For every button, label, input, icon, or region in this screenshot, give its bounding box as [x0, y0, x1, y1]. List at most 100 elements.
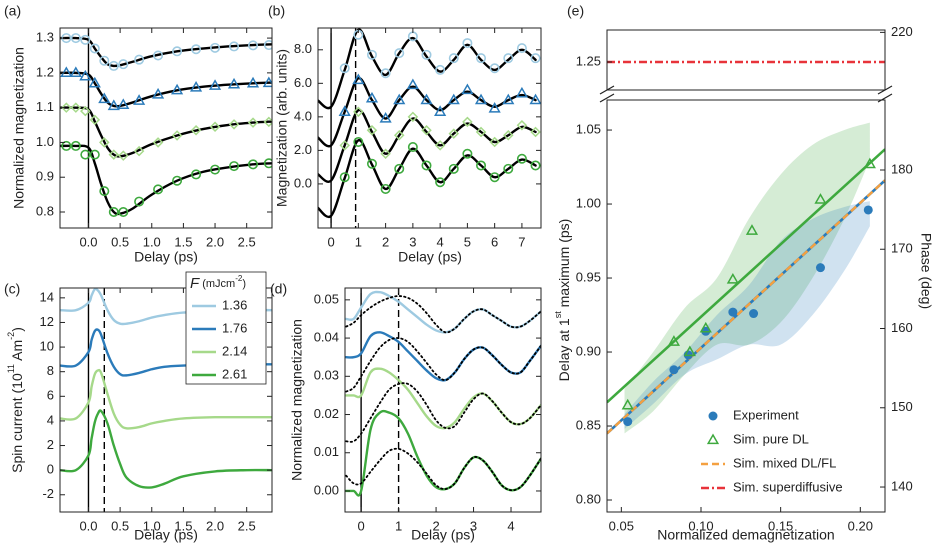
y-tick-label: 6.0 [294, 75, 312, 90]
marker [516, 119, 528, 131]
marker [421, 49, 432, 60]
y-axis-title-sup: st [553, 311, 563, 319]
marker [474, 93, 488, 105]
legend-title-unit: (mJcm [199, 278, 235, 290]
marker [210, 42, 221, 53]
plot-frame-upper [606, 29, 886, 91]
marker [623, 417, 633, 427]
x-tick-label: 0.20 [848, 518, 873, 533]
marker [380, 68, 391, 79]
marker [80, 34, 91, 45]
x-tick-label: 0.0 [79, 518, 97, 533]
y-tick-label: 8.0 [294, 41, 312, 56]
x-tick-label: 0.10 [688, 518, 713, 533]
line [345, 295, 541, 334]
marker [448, 163, 459, 174]
sim-line [607, 179, 885, 435]
marker [435, 177, 446, 188]
x-tick-label: 2.0 [206, 518, 224, 533]
marker [863, 205, 873, 215]
y-tick-label: 0 [47, 462, 54, 477]
y-tick-label: 4.0 [294, 108, 312, 123]
marker [379, 112, 392, 123]
legend-label: 2.14 [222, 343, 247, 358]
y-axis-title-part: Am [9, 340, 25, 364]
marker [448, 128, 460, 139]
x-tick-label: 1.5 [174, 518, 192, 533]
marker [191, 169, 202, 180]
y-tick-label: 12 [40, 314, 54, 329]
marker [338, 105, 351, 116]
y-tick-label: 2.0 [294, 142, 312, 157]
break-mark [599, 93, 615, 103]
marker [503, 163, 514, 174]
fit-line [607, 148, 885, 404]
marker [462, 116, 473, 128]
marker [172, 175, 183, 186]
marker [263, 40, 272, 51]
marker [153, 184, 164, 195]
x-tick-label: 0.5 [111, 234, 129, 249]
line [60, 106, 272, 158]
marker [69, 66, 82, 78]
line [60, 36, 272, 68]
line [60, 409, 272, 489]
marker [669, 365, 679, 375]
marker [461, 83, 474, 95]
marker [683, 345, 696, 357]
y-axis-title-part: maximum (ps) [556, 219, 572, 312]
line [345, 382, 541, 443]
marker [134, 54, 145, 65]
marker [134, 196, 145, 207]
y-axis-title-part: Spin current (10 [9, 373, 25, 473]
marker [434, 105, 447, 116]
marker [462, 38, 473, 49]
marker [814, 193, 827, 204]
marker [191, 44, 202, 55]
marker [339, 140, 350, 151]
marker [530, 126, 541, 138]
marker [407, 111, 419, 123]
marker [529, 93, 541, 105]
marker [728, 307, 738, 317]
x-tick-label: 4 [507, 518, 514, 533]
marker [489, 136, 500, 148]
x-tick-label: 0 [357, 518, 364, 533]
marker [530, 53, 541, 64]
x-tick-label: 0.05 [609, 518, 634, 533]
marker [88, 76, 101, 88]
marker [407, 31, 418, 42]
marker [516, 43, 527, 54]
marker [118, 59, 129, 70]
marker [80, 149, 91, 160]
line [318, 108, 537, 183]
y-tick-label: 0.9 [36, 169, 54, 184]
y-tick-label: 1.3 [36, 30, 54, 45]
marker [516, 153, 527, 164]
marker [133, 94, 146, 105]
y-axis-title: Normalized magnetization [289, 319, 305, 481]
marker [89, 114, 101, 126]
x-axis-title: Delay (ps) [411, 527, 475, 543]
legend-marker [708, 411, 718, 421]
line [345, 447, 541, 492]
marker [434, 140, 446, 151]
marker [621, 398, 634, 410]
marker [99, 186, 110, 197]
legend-title-unit: ) [242, 278, 246, 290]
marker [190, 125, 202, 136]
marker [393, 130, 405, 141]
line [345, 290, 541, 334]
marker [380, 148, 391, 159]
y-tick-label: 8 [47, 363, 54, 378]
marker [118, 150, 129, 161]
y-tick-label: 1.25 [576, 53, 601, 68]
plot-frame [59, 287, 273, 513]
x-tick-label: 0 [327, 234, 334, 249]
marker [229, 41, 240, 52]
plot-area [607, 122, 885, 435]
marker [699, 321, 712, 333]
y2-tick-label: 160 [891, 320, 913, 335]
marker [339, 172, 350, 183]
